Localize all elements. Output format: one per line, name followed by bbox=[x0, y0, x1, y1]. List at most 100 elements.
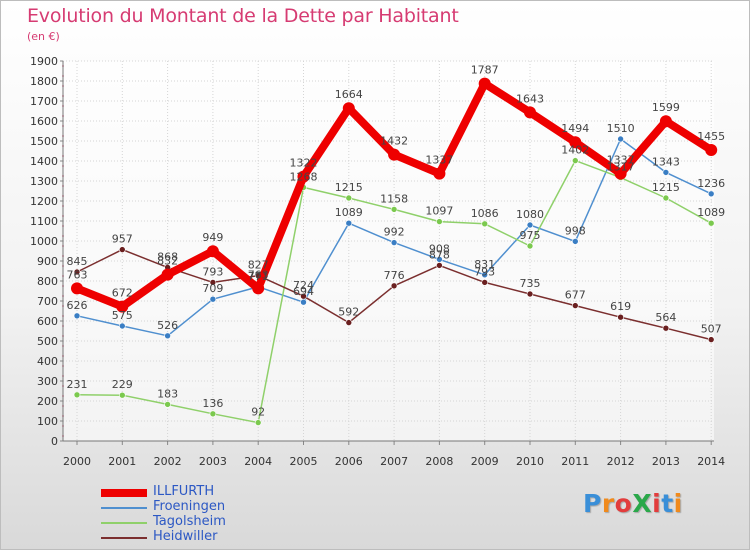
x-tick-label: 2012 bbox=[607, 455, 635, 468]
data-point-heidwiller bbox=[300, 292, 307, 300]
data-label-tagolsheim: 1089 bbox=[697, 206, 725, 219]
data-point-froeningen bbox=[707, 190, 715, 198]
data-label-froeningen: 831 bbox=[474, 258, 495, 271]
y-tick-label: 800 bbox=[37, 275, 58, 288]
data-label-illfurth: 1455 bbox=[697, 130, 725, 143]
data-point-tagolsheim bbox=[390, 206, 398, 213]
data-point-tagolsheim bbox=[707, 219, 715, 227]
data-label-illfurth: 1599 bbox=[652, 101, 680, 114]
data-point-froeningen bbox=[617, 135, 624, 143]
x-tick-label: 2014 bbox=[697, 455, 725, 468]
data-label-froeningen: 1343 bbox=[652, 155, 680, 168]
data-point-illfurth bbox=[388, 148, 401, 161]
data-label-froeningen: 575 bbox=[112, 309, 133, 322]
legend-item-froeningen: Froeningen bbox=[97, 499, 287, 515]
y-tick-label: 1900 bbox=[30, 55, 58, 68]
data-point-tagolsheim bbox=[209, 410, 217, 418]
data-point-heidwiller bbox=[617, 313, 624, 321]
proxiti-logo: ProXiti bbox=[583, 489, 683, 518]
x-tick-label: 2006 bbox=[335, 455, 363, 468]
data-point-tagolsheim bbox=[254, 419, 262, 426]
x-tick-label: 2001 bbox=[108, 455, 136, 468]
data-point-heidwiller bbox=[436, 262, 443, 269]
y-tick-label: 100 bbox=[37, 415, 58, 428]
data-label-illfurth: 1337 bbox=[607, 154, 635, 167]
data-point-heidwiller bbox=[209, 279, 217, 286]
y-tick-label: 1600 bbox=[30, 115, 58, 128]
data-label-heidwiller: 793 bbox=[474, 265, 495, 278]
data-label-tagolsheim: 136 bbox=[202, 397, 223, 410]
y-tick-label: 1500 bbox=[30, 135, 58, 148]
data-label-froeningen: 709 bbox=[202, 282, 223, 295]
data-point-heidwiller bbox=[73, 268, 81, 276]
y-tick-label: 700 bbox=[37, 295, 58, 308]
logo-letter: o bbox=[614, 489, 633, 518]
data-label-tagolsheim: 1317 bbox=[607, 161, 635, 174]
data-point-tagolsheim bbox=[436, 218, 443, 225]
data-point-froeningen bbox=[119, 322, 126, 330]
data-point-froeningen bbox=[209, 295, 217, 303]
y-tick-label: 1800 bbox=[30, 75, 58, 88]
data-point-illfurth bbox=[478, 77, 491, 90]
data-point-tagolsheim bbox=[119, 391, 126, 399]
legend-item-tagolsheim: Tagolsheim bbox=[97, 514, 287, 530]
data-label-heidwiller: 724 bbox=[293, 279, 314, 292]
y-tick-label: 1200 bbox=[30, 195, 58, 208]
data-label-froeningen: 694 bbox=[293, 285, 314, 298]
x-tick-label: 2008 bbox=[425, 455, 453, 468]
chart-title: Evolution du Montant de la Dette par Hab… bbox=[27, 5, 459, 27]
legend-item-heidwiller: Heidwiller bbox=[97, 529, 287, 545]
chart-unit-subtitle: (en €) bbox=[27, 30, 60, 43]
data-label-heidwiller: 878 bbox=[429, 248, 450, 261]
data-point-tagolsheim bbox=[164, 401, 171, 408]
data-point-froeningen bbox=[481, 271, 489, 279]
data-label-froeningen: 1236 bbox=[697, 177, 725, 190]
data-label-heidwiller: 592 bbox=[338, 306, 359, 319]
data-label-froeningen: 992 bbox=[384, 226, 405, 239]
data-point-froeningen bbox=[662, 169, 670, 176]
data-point-heidwiller bbox=[345, 319, 353, 326]
y-tick-label: 400 bbox=[37, 355, 58, 368]
data-point-illfurth bbox=[206, 245, 219, 258]
data-point-illfurth bbox=[116, 300, 129, 313]
legend-label: Heidwiller bbox=[153, 529, 218, 544]
data-point-froeningen bbox=[164, 332, 171, 340]
data-point-illfurth bbox=[71, 282, 83, 295]
y-tick-label: 600 bbox=[37, 315, 58, 328]
y-tick-label: 0 bbox=[51, 435, 58, 448]
x-tick-label: 2010 bbox=[516, 455, 544, 468]
x-tick-label: 2000 bbox=[63, 455, 91, 468]
data-label-illfurth: 832 bbox=[157, 255, 178, 268]
data-label-heidwiller: 793 bbox=[202, 265, 223, 278]
data-label-tagolsheim: 1268 bbox=[290, 170, 318, 183]
data-point-froeningen bbox=[390, 239, 398, 246]
legend-label: Tagolsheim bbox=[153, 514, 226, 529]
y-tick-label: 1300 bbox=[30, 175, 58, 188]
data-label-tagolsheim: 1086 bbox=[471, 207, 499, 220]
data-label-heidwiller: 564 bbox=[655, 311, 676, 324]
data-label-illfurth: 1432 bbox=[380, 135, 408, 148]
legend-swatch bbox=[101, 489, 147, 497]
data-label-illfurth: 1787 bbox=[471, 64, 499, 77]
data-point-heidwiller bbox=[390, 282, 398, 290]
data-label-froeningen: 1089 bbox=[335, 206, 363, 219]
legend: ILLFURTH Froeningen Tagolsheim Heidwiller bbox=[97, 484, 287, 545]
data-label-heidwiller: 619 bbox=[610, 300, 631, 313]
logo-letter: X bbox=[632, 489, 653, 518]
y-tick-label: 500 bbox=[37, 335, 58, 348]
logo-letter: r bbox=[601, 489, 615, 518]
y-tick-label: 1400 bbox=[30, 155, 58, 168]
data-point-illfurth bbox=[659, 115, 672, 128]
y-tick-label: 1100 bbox=[30, 215, 58, 228]
data-point-heidwiller bbox=[662, 324, 670, 332]
data-label-illfurth: 1337 bbox=[425, 154, 453, 167]
data-point-illfurth bbox=[614, 167, 627, 180]
data-label-froeningen: 1510 bbox=[607, 122, 635, 135]
data-label-heidwiller: 677 bbox=[565, 289, 586, 302]
x-tick-label: 2007 bbox=[380, 455, 408, 468]
data-label-heidwiller: 827 bbox=[248, 259, 269, 272]
data-point-illfurth bbox=[433, 167, 446, 180]
data-point-tagolsheim bbox=[481, 220, 489, 228]
data-point-heidwiller bbox=[707, 336, 715, 343]
